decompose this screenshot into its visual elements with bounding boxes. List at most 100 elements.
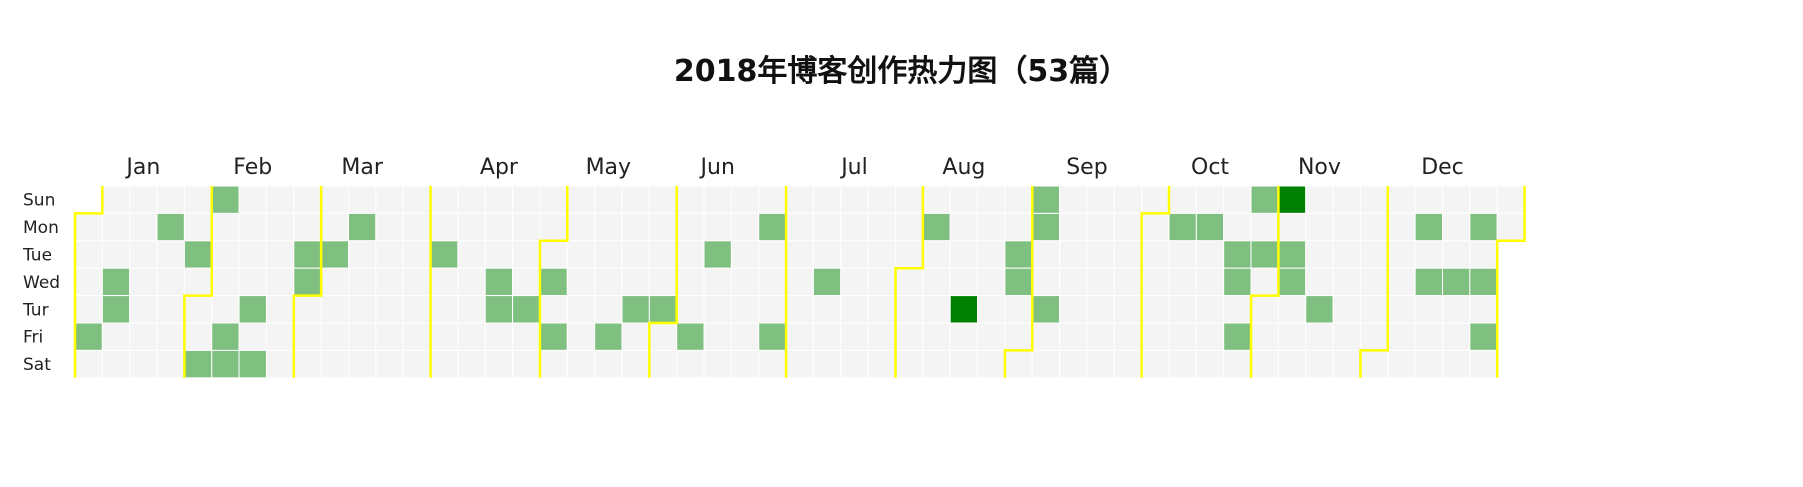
heatmap-cell-2018-08-27 [1004, 212, 1033, 242]
heatmap-cell-2018-12-10 [1414, 212, 1444, 242]
heatmap-cell-2018-09-14 [1059, 322, 1088, 351]
heatmap-cell-2018-12-15 [1414, 349, 1444, 379]
heatmap-cell-2018-06-01 [648, 322, 678, 351]
heatmap-cell-2018-03-11 [348, 185, 377, 214]
heatmap-cell-2018-02-25 [293, 185, 322, 214]
heatmap-cell-2018-04-26 [512, 295, 541, 324]
heatmap-cell-2018-11-07 [1277, 267, 1307, 297]
heatmap-cell-2018-08-16 [949, 295, 979, 324]
heatmap-cell-2018-02-02 [183, 322, 213, 351]
heatmap-cell-2018-11-15 [1305, 295, 1334, 324]
heatmap-cell-2018-09-03 [1031, 212, 1061, 242]
heatmap-cell-2018-12-06 [1387, 295, 1416, 324]
heatmap-cell-2018-04-06 [430, 322, 459, 351]
heatmap-cell-2018-05-11 [566, 322, 596, 351]
heatmap-cell-2018-03-04 [320, 185, 349, 214]
heatmap-cell-2018-06-18 [730, 212, 760, 242]
heatmap-cell-2018-02-15 [238, 295, 267, 324]
heatmap-cell-2018-04-16 [484, 212, 514, 242]
heatmap-cell-2018-01-01 [74, 212, 103, 242]
heatmap-cell-2018-09-06 [1031, 295, 1061, 324]
heatmap-cell-2018-10-06 [1141, 349, 1170, 379]
heatmap-cell-2018-12-12 [1414, 267, 1444, 297]
heatmap-cell-2018-12-13 [1414, 295, 1444, 324]
heatmap-cell-2018-10-10 [1168, 267, 1197, 297]
heatmap-cell-2018-11-29 [1359, 295, 1389, 324]
heatmap-cell-2018-10-30 [1250, 240, 1279, 269]
heatmap-cell-2018-09-26 [1113, 267, 1143, 297]
heatmap-cell-2018-01-13 [101, 349, 131, 379]
day-label-wed: Wed [23, 273, 60, 293]
heatmap-cell-2018-02-06 [211, 240, 240, 269]
heatmap-cell-2018-01-05 [74, 322, 103, 351]
heatmap-cell-2018-06-23 [730, 349, 760, 379]
heatmap-cell-2018-08-11 [922, 349, 951, 379]
heatmap-cell-2018-11-11 [1305, 185, 1334, 214]
heatmap-cell-2018-01-30 [183, 240, 213, 269]
heatmap-cell-2018-02-17 [238, 349, 267, 379]
heatmap-cell-2018-09-25 [1113, 240, 1143, 269]
heatmap-cell-2018-06-21 [730, 295, 760, 324]
heatmap-cell-2018-05-04 [539, 322, 568, 351]
heatmap-cell-2018-07-28 [867, 349, 897, 379]
month-label-sep: Sep [1066, 155, 1107, 180]
heatmap-cell-2018-07-16 [840, 212, 869, 242]
heatmap-cell-2018-02-28 [293, 267, 322, 297]
heatmap-cell-2018-12-30 [1496, 185, 1526, 214]
heatmap-cell-2018-03-17 [348, 349, 377, 379]
heatmap-cell-2018-10-07 [1168, 185, 1197, 214]
heatmap-cell-2018-04-11 [457, 267, 486, 297]
heatmap-cell-2018-09-27 [1113, 295, 1143, 324]
heatmap-cell-2018-08-31 [1004, 322, 1033, 351]
heatmap-cell-2018-01-21 [156, 185, 185, 214]
heatmap-cell-2018-11-01 [1250, 295, 1279, 324]
heatmap-cell-2018-02-04 [211, 185, 240, 214]
heatmap-cell-2018-12-18 [1442, 240, 1471, 269]
heatmap-cell-2018-11-24 [1332, 349, 1361, 379]
heatmap-cell-2018-04-28 [512, 349, 541, 379]
heatmap-cell-2018-02-22 [265, 295, 295, 324]
heatmap-cell-2018-08-28 [1004, 240, 1033, 269]
heatmap-cell-2018-03-10 [320, 349, 349, 379]
heatmap-cell-2018-05-16 [594, 267, 623, 297]
heatmap-cell-2018-05-15 [594, 240, 623, 269]
heatmap-cell-2018-10-01 [1141, 212, 1170, 242]
heatmap-cell-2018-01-02 [74, 240, 103, 269]
heatmap-cell-2018-01-07 [101, 185, 131, 214]
heatmap-cell-2018-02-20 [265, 240, 295, 269]
heatmap-cell-2018-02-24 [265, 349, 295, 379]
heatmap-cell-2018-04-10 [457, 240, 486, 269]
heatmap-cell-2018-06-22 [730, 322, 760, 351]
heatmap-cell-2018-09-11 [1059, 240, 1088, 269]
heatmap-cell-2018-01-08 [101, 212, 131, 242]
heatmap-cell-2018-07-24 [867, 240, 897, 269]
heatmap-cell-2018-04-20 [484, 322, 514, 351]
heatmap-cell-2018-12-19 [1442, 267, 1471, 297]
heatmap-cell-2018-10-27 [1223, 349, 1252, 379]
heatmap-cell-2018-09-08 [1031, 349, 1061, 379]
heatmap-cell-2018-01-04 [74, 295, 103, 324]
heatmap-cell-2018-01-25 [156, 295, 185, 324]
heatmap-cell-2018-05-23 [621, 267, 650, 297]
heatmap-cell-2018-12-23 [1469, 185, 1498, 214]
heatmap-cell-2018-02-21 [265, 267, 295, 297]
heatmap-cell-2018-03-18 [375, 185, 404, 214]
heatmap-cell-2018-08-21 [977, 240, 1006, 269]
heatmap-cell-2018-03-08 [320, 295, 349, 324]
heatmap-cell-2018-07-27 [867, 322, 897, 351]
heatmap-cell-2018-11-02 [1250, 322, 1279, 351]
month-label-feb: Feb [233, 155, 272, 180]
heatmap-cell-2018-10-12 [1168, 322, 1197, 351]
heatmap-cell-2018-10-16 [1195, 240, 1225, 269]
heatmap-cell-2018-01-29 [183, 212, 213, 242]
heatmap-cell-2018-10-05 [1141, 322, 1170, 351]
heatmap-cell-2018-08-18 [949, 349, 979, 379]
heatmap-cell-2018-09-02 [1031, 185, 1061, 214]
heatmap-cell-2018-07-17 [840, 240, 869, 269]
heatmap-cell-2018-07-23 [867, 212, 897, 242]
heatmap-cell-2018-01-23 [156, 240, 185, 269]
heatmap-cell-2018-12-08 [1387, 349, 1416, 379]
heatmap-cell-2018-11-20 [1332, 240, 1361, 269]
heatmap-cell-2018-12-20 [1442, 295, 1471, 324]
heatmap-cell-2018-04-05 [430, 295, 459, 324]
